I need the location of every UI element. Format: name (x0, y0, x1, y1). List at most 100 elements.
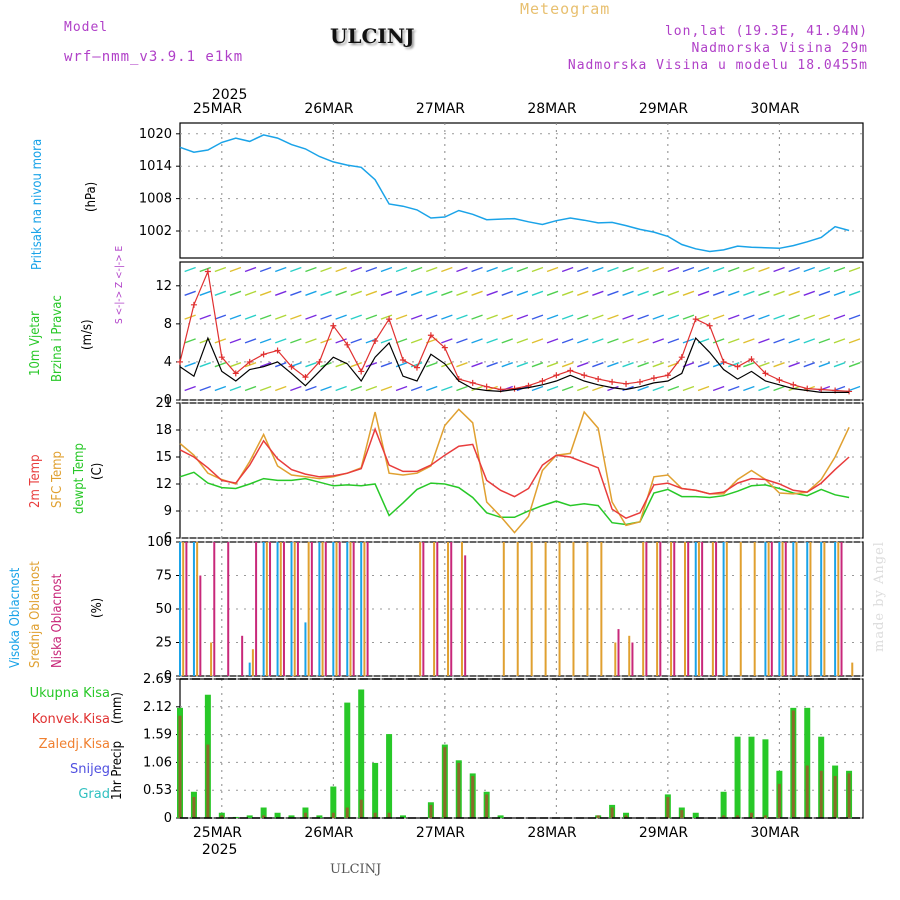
wind-gust-marker (302, 374, 309, 381)
wind-arrow (592, 385, 604, 392)
wind-arrow (697, 385, 710, 392)
wind-gust-marker (748, 356, 755, 363)
wind-arrow (184, 385, 196, 392)
pressure-line (179, 134, 850, 253)
wind-arrow (229, 266, 242, 273)
wind-arrow (365, 385, 378, 392)
wind-gust-marker (400, 357, 407, 364)
wind-arrow (622, 266, 634, 273)
precip-conv-bar (610, 807, 614, 818)
wind-arrow (199, 362, 211, 368)
wind-arrow (516, 290, 529, 296)
wind-arrow (682, 266, 695, 273)
wind-arrow (637, 362, 649, 368)
wind-arrow (350, 290, 362, 296)
wind-arrow (214, 362, 227, 368)
wind-arrow (637, 338, 649, 344)
wind-gust-marker (581, 372, 588, 379)
wind-gust-marker (720, 358, 727, 365)
wind-arrow (426, 290, 438, 296)
wind-arrow (365, 266, 378, 273)
wind-gust-marker (511, 385, 518, 392)
precip-conv-bar (345, 807, 349, 818)
temp-ytick-label: 9 (164, 504, 172, 519)
wind-arrow (531, 266, 544, 273)
wind-arrow (818, 314, 831, 320)
wind-arrow (546, 362, 559, 368)
wind-gust-marker (623, 380, 630, 387)
wind-frame (179, 261, 864, 401)
precip-total-bar (400, 815, 407, 818)
wind-arrow (456, 385, 468, 392)
wind-arrow (290, 266, 302, 273)
precip-conv-bar (443, 747, 447, 818)
wind-gust-marker (386, 316, 393, 323)
top-date-label: 30MAR (750, 101, 799, 117)
wind-arrow (848, 314, 861, 320)
temp-ytick-label: 18 (155, 423, 172, 438)
wind-arrow (728, 290, 740, 296)
wind-arrow (788, 338, 800, 344)
wind-gust-marker (288, 363, 295, 370)
temp-ytick-label: 12 (155, 477, 172, 492)
wind-arrow (561, 266, 574, 273)
wind-gust-marker (218, 354, 225, 361)
wind-arrow (652, 266, 664, 273)
wind-arrow (652, 385, 664, 392)
precip-ytick-label: 0 (164, 811, 172, 826)
wind-arrow (456, 314, 468, 320)
wind-gust-marker (413, 364, 420, 371)
wind-arrow (471, 314, 483, 320)
wind-arrow (441, 362, 453, 368)
temperature-frame (179, 402, 864, 539)
wind-arrow (592, 338, 604, 344)
wind-arrow (682, 338, 695, 344)
pressure-ytick-label: 1008 (139, 192, 172, 207)
bottom-date-label: 25MAR (193, 825, 242, 841)
wind-gust-marker (441, 344, 448, 351)
wind-arrow (607, 385, 619, 392)
wind-arrow (290, 290, 302, 296)
wind-arrow (441, 290, 453, 296)
wind-arrow (305, 290, 317, 296)
wind-arrow (803, 290, 815, 296)
wind-gust-marker (372, 337, 379, 344)
wind-arrow (184, 338, 196, 344)
wind-arrow (395, 362, 408, 368)
cloud-ytick-label: 75 (155, 569, 172, 584)
wind-arrow (773, 266, 785, 273)
wind-arrow (244, 290, 257, 296)
wind-arrow (471, 266, 483, 273)
bottom-date-label: 26MAR (304, 825, 353, 841)
precip-total-bar (316, 815, 323, 818)
wind-arrow (712, 266, 725, 273)
wind-arrow (682, 314, 695, 320)
wind-gust-marker (427, 332, 434, 339)
wind-gust-marker (664, 372, 671, 379)
elevation-text: Nadmorska Visina 29m (691, 41, 868, 56)
wind-arrow (833, 338, 846, 344)
legend-zaledj-kisa: Zaledj.Kisa (38, 737, 110, 752)
bottom-date-label: 28MAR (527, 825, 576, 841)
precip-conv-bar (680, 810, 684, 818)
precip-total-bar (692, 812, 699, 818)
wind-arrow (214, 338, 227, 344)
wind-arrow (607, 290, 619, 296)
wind-arrow (441, 338, 453, 344)
wind-arrow (652, 338, 664, 344)
wind-arrow (561, 362, 574, 368)
precip-conv-bar (736, 815, 740, 818)
wind-arrow (244, 314, 257, 320)
precip-total-bar (386, 734, 393, 818)
wind-arrow (697, 362, 710, 368)
wind-arrow (788, 362, 800, 368)
precip-ytick-label: 1.59 (143, 728, 172, 743)
precip-ytick-label: 1.06 (143, 755, 172, 770)
wind-arrow (395, 314, 408, 320)
top-year-label: 2025 (212, 87, 248, 103)
wind-arrow (516, 338, 529, 344)
wind-arrow (380, 290, 393, 296)
wind-arrow (335, 385, 347, 392)
wind-arrow (305, 385, 317, 392)
precip-total-bar (804, 707, 811, 818)
